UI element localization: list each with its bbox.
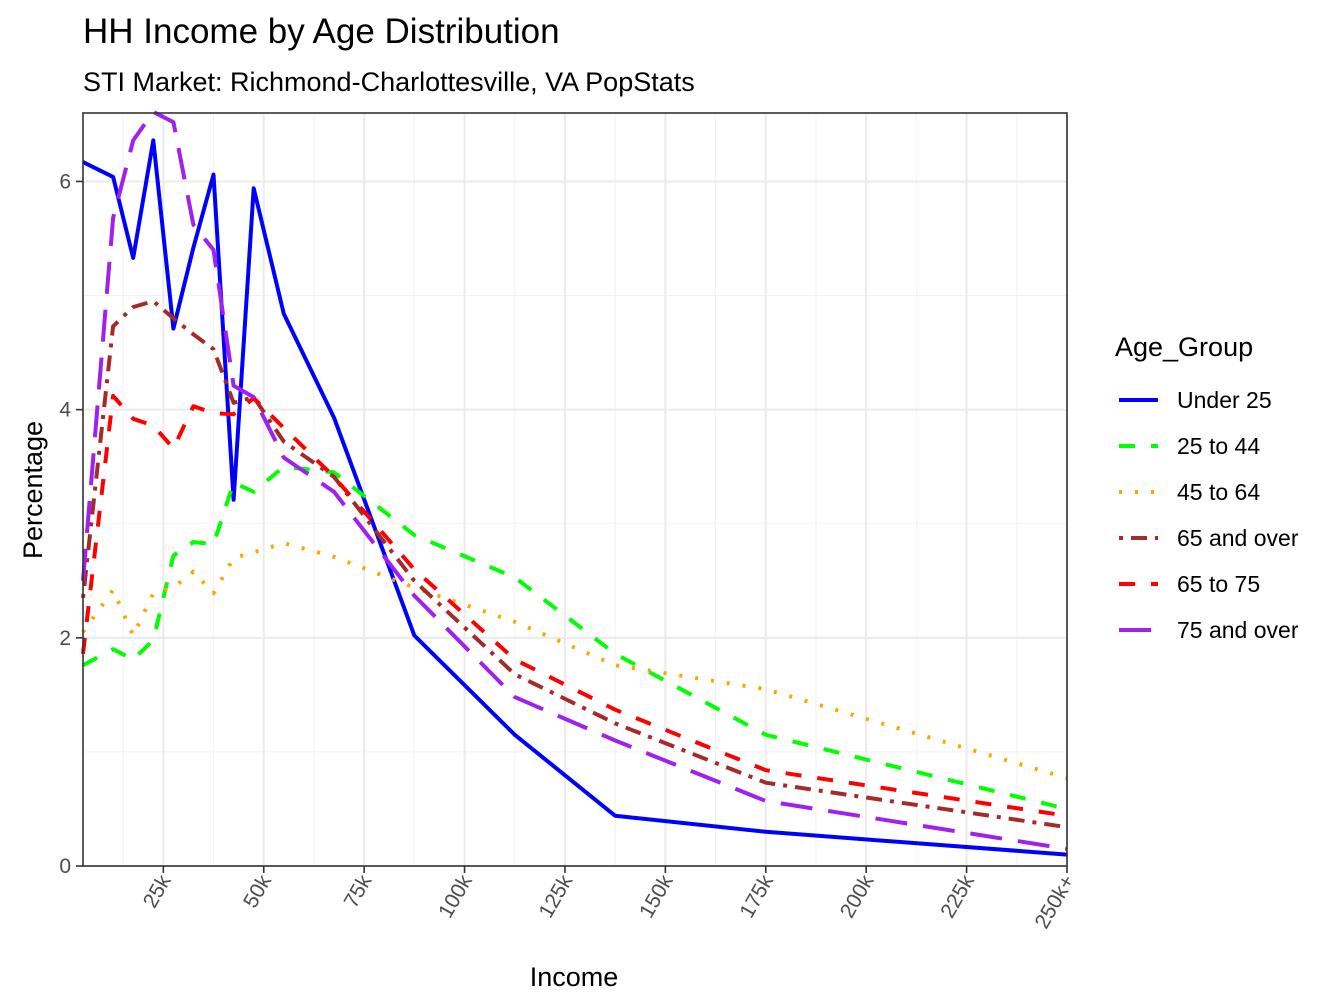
y-tick-label: 0 <box>59 855 71 878</box>
chart-subtitle: STI Market: Richmond-Charlottesville, VA… <box>83 67 695 97</box>
y-tick-label: 4 <box>59 399 71 422</box>
x-tick-label: 225k <box>936 871 979 922</box>
chart-title: HH Income by Age Distribution <box>83 12 560 51</box>
y-axis: 0 2 4 6 <box>59 170 83 878</box>
series-lines <box>81 109 1068 857</box>
x-tick-label: 75k <box>340 871 377 912</box>
legend-label-45-to-64: 45 to 64 <box>1177 479 1260 505</box>
series-line-65-and-over <box>81 299 1068 830</box>
y-tick-label: 6 <box>59 170 71 193</box>
legend: Age_Group Under 25 25 to 44 45 to 64 65 and… <box>1115 332 1299 643</box>
x-tick-label: 100k <box>434 871 477 922</box>
series-line-under-25 <box>82 138 1068 857</box>
y-axis-title: Percentage <box>18 421 48 559</box>
x-axis: 25k 50k 75k 100k 125k 150k 175k 200k 225k 250k+ <box>139 866 1080 933</box>
x-tick-label: 250k+ <box>1031 871 1080 933</box>
legend-label-25-to-44: 25 to 44 <box>1177 433 1260 459</box>
legend-label-under-25: Under 25 <box>1177 387 1272 413</box>
x-tick-label: 25k <box>139 871 176 912</box>
series-line-75-and-over <box>81 109 1068 851</box>
legend-label-65-and-over: 65 and over <box>1177 525 1299 551</box>
series-line-25-to-44 <box>82 464 1068 811</box>
legend-label-75-and-over: 75 and over <box>1177 617 1299 643</box>
x-tick-label: 200k <box>836 871 879 922</box>
y-tick-label: 2 <box>59 627 71 650</box>
x-tick-label: 175k <box>735 871 778 922</box>
plot-background <box>83 113 1067 866</box>
legend-label-65-to-75: 65 to 75 <box>1177 571 1260 597</box>
plot-border <box>82 112 1068 867</box>
x-tick-label: 150k <box>635 871 678 922</box>
x-axis-title: Income <box>530 962 619 992</box>
x-tick-label: 50k <box>239 871 276 912</box>
legend-title: Age_Group <box>1115 332 1253 362</box>
series-line-65-to-75 <box>81 393 1068 818</box>
plot-panel <box>83 113 1067 866</box>
minor-gridlines <box>83 113 1067 866</box>
plot-border-rect <box>82 112 1068 867</box>
x-tick-label: 125k <box>535 871 578 922</box>
